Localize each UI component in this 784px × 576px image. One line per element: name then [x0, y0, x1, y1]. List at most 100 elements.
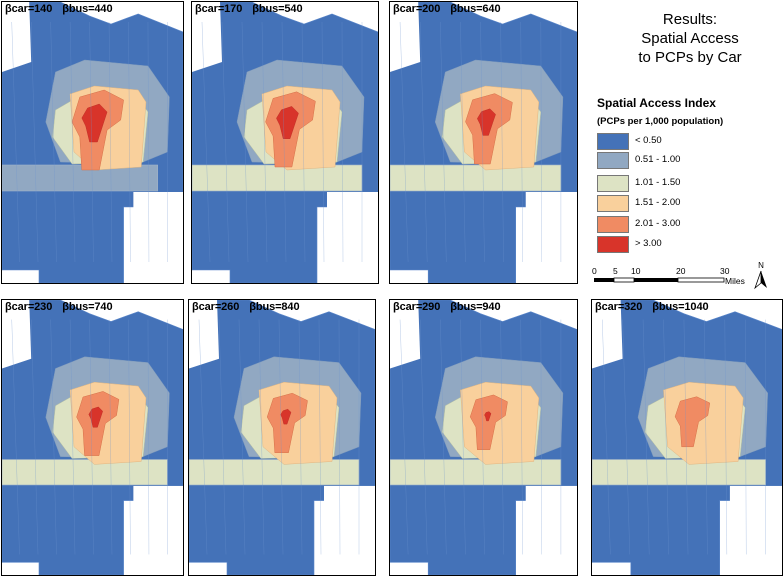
tract-boundary	[419, 319, 428, 555]
tract-boundary	[399, 319, 409, 555]
map-panel-3: βcar=200 βbus=640	[389, 1, 578, 284]
tract-boundary	[540, 21, 542, 263]
beta-car-label: βcar=230	[5, 301, 53, 313]
legend-title: Spatial Access Index	[597, 96, 716, 110]
region-centre	[469, 394, 508, 450]
tract-boundary	[147, 21, 150, 263]
legend-swatch	[597, 133, 629, 150]
legend-label: > 3.00	[635, 238, 662, 249]
panel-label: βcar=290 βbus=940	[393, 301, 501, 313]
outside-area	[745, 300, 782, 324]
tract-boundary	[622, 319, 630, 555]
beta-bus-label: βbus=640	[450, 3, 501, 15]
outside-area	[148, 300, 183, 324]
scale-unit-label: Miles	[725, 276, 745, 286]
outside-area	[324, 485, 375, 575]
tract-boundary	[69, 21, 76, 263]
legend-label: 1.51 - 2.00	[635, 197, 681, 208]
outside-area	[339, 300, 375, 324]
legend-swatch	[597, 216, 629, 233]
choropleth-map	[2, 300, 183, 575]
scale-tick-label: 0	[592, 266, 597, 276]
region-band	[192, 164, 363, 192]
title-line: Results:	[662, 11, 718, 28]
tract-boundary	[520, 319, 523, 555]
map-panel-5: βcar=260 βbus=840	[188, 299, 376, 576]
map-panel-4: βcar=230 βbus=740	[1, 299, 184, 576]
beta-bus-label: βbus=440	[62, 3, 113, 15]
outside-area	[390, 300, 421, 369]
panel-label: βcar=140 βbus=440	[5, 3, 113, 15]
outside-area	[2, 300, 32, 369]
tract-boundary	[460, 319, 466, 555]
legend-swatch	[597, 175, 629, 192]
region-band	[390, 459, 562, 486]
map-panel-6: βcar=290 βbus=940	[389, 299, 578, 576]
tract-boundary	[602, 319, 611, 555]
beta-car-label: βcar=170	[195, 3, 243, 15]
title-line: to PCPs by Car	[638, 49, 742, 66]
legend-label: < 0.50	[635, 135, 662, 146]
choropleth-map	[390, 2, 577, 283]
tract-boundary	[419, 21, 428, 263]
panel-label: βcar=200 βbus=640	[393, 3, 501, 15]
panel-label: βcar=260 βbus=840	[192, 301, 300, 313]
region-band	[390, 164, 562, 192]
map-panel-7: βcar=320 βbus=1040	[591, 299, 783, 576]
tract-boundary	[520, 21, 523, 263]
panel-label: βcar=170 βbus=540	[195, 3, 303, 15]
tract-boundary	[745, 319, 747, 555]
tract-boundary	[321, 21, 325, 263]
beta-car-label: βcar=260	[192, 301, 240, 313]
beta-bus-label: βbus=940	[450, 301, 501, 313]
tract-boundary	[338, 319, 341, 555]
outside-area	[729, 485, 782, 575]
tract-boundary	[50, 319, 57, 555]
tract-boundary	[89, 319, 94, 555]
legend-swatch	[597, 152, 629, 169]
tract-boundary	[238, 319, 246, 555]
beta-car-label: βcar=200	[393, 3, 441, 15]
outside-area	[327, 192, 378, 283]
beta-car-label: βcar=140	[5, 3, 53, 15]
tract-boundary	[500, 319, 504, 555]
scale-bar-graphic	[594, 277, 725, 283]
tract-boundary	[642, 319, 650, 555]
tract-boundary	[540, 319, 542, 555]
legend-subtitle: (PCPs per 1,000 population)	[597, 116, 724, 127]
tract-boundary	[128, 319, 131, 555]
tract-boundary	[241, 21, 249, 263]
tract-boundary	[89, 21, 94, 263]
tract-boundary	[440, 21, 447, 263]
beta-car-label: βcar=290	[393, 301, 441, 313]
legend-swatch	[597, 195, 629, 212]
map-panel-2: βcar=170 βbus=540	[191, 1, 379, 284]
title-line: Spatial Access	[641, 30, 739, 47]
choropleth-map	[189, 300, 375, 575]
scale-tick-label: 5	[613, 266, 618, 276]
tract-boundary	[218, 319, 227, 555]
beta-bus-label: βbus=540	[252, 3, 303, 15]
tract-boundary	[724, 319, 728, 555]
outside-area	[133, 485, 183, 575]
choropleth-map	[192, 2, 378, 283]
tract-boundary	[301, 21, 306, 263]
outside-area	[592, 300, 623, 369]
tract-boundary	[261, 21, 268, 263]
tract-boundary	[500, 21, 504, 263]
region-hotspot	[88, 406, 103, 428]
region-hotspot	[276, 106, 299, 139]
legend-label: 1.01 - 1.50	[635, 177, 681, 188]
map-panel-1: βcar=140 βbus=440	[1, 1, 184, 284]
outside-area	[390, 2, 421, 72]
choropleth-map	[592, 300, 782, 575]
tract-boundary	[278, 319, 284, 555]
tract-boundary	[399, 21, 409, 263]
tract-boundary	[201, 21, 211, 263]
region-band	[2, 459, 168, 486]
north-arrow-icon: N	[752, 262, 770, 290]
region-band	[592, 459, 766, 486]
tract-boundary	[663, 319, 669, 555]
tract-boundary	[69, 319, 76, 555]
tract-boundary	[683, 319, 689, 555]
